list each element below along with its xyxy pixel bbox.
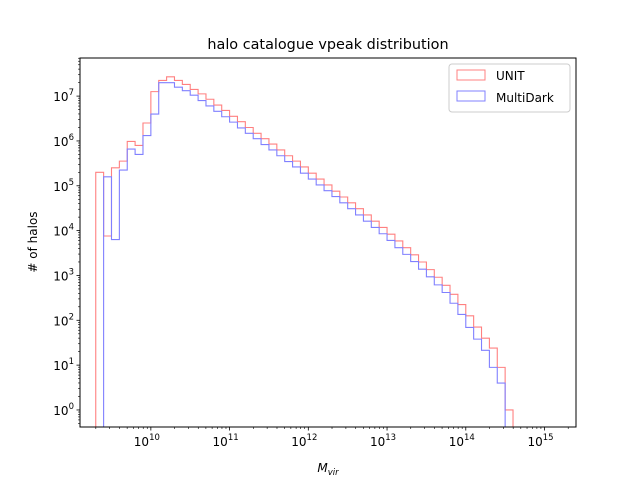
x-axis: 1010 1011 1012 1013 1014 1015 — [95, 427, 569, 449]
x-tick-label: 1011 — [213, 433, 239, 449]
legend: UNIT MultiDark — [448, 63, 571, 113]
y-tick-label: 104 — [53, 223, 74, 239]
x-tick-label: 1010 — [134, 433, 160, 449]
y-tick-label: 106 — [53, 133, 74, 149]
histogram-series-multidark — [103, 82, 506, 427]
histogram-series-unit — [95, 76, 514, 427]
legend-frame — [448, 63, 571, 113]
plot-frame — [79, 57, 577, 428]
y-tick-label: 101 — [53, 357, 74, 373]
x-axis-label: Mvir — [317, 461, 339, 478]
x-tick-label: 1015 — [527, 433, 553, 449]
histogram-series-group — [95, 76, 514, 427]
y-axis-label: # of halos — [26, 211, 40, 272]
x-tick-label: 1014 — [449, 433, 475, 449]
x-tick-label: 1013 — [370, 433, 396, 449]
y-tick-label: 103 — [53, 267, 74, 283]
y-tick-label: 105 — [53, 178, 74, 194]
y-tick-label: 107 — [53, 88, 74, 104]
chart-title: halo catalogue vpeak distribution — [207, 37, 448, 53]
legend-swatch-unit — [456, 69, 486, 81]
legend-label-multidark: MultiDark — [496, 91, 554, 105]
y-tick-label: 100 — [53, 402, 74, 418]
legend-swatch-multidark — [456, 90, 486, 102]
y-axis: 100 101 102 103 104 105 106 107 — [53, 57, 80, 424]
x-axis-label-main: M — [317, 461, 328, 475]
x-axis-label-subscript: vir — [328, 468, 339, 478]
legend-label-unit: UNIT — [496, 69, 525, 83]
x-tick-label: 1012 — [291, 433, 317, 449]
y-tick-label: 102 — [53, 312, 74, 328]
